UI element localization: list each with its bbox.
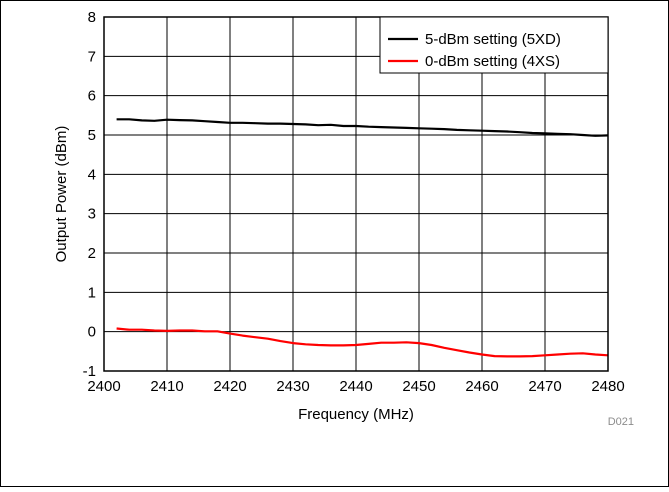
x-tick-label: 2460: [465, 378, 498, 395]
x-tick-labels: 2400 2410 2420 2430 2440 2450 2460 2470 2480: [87, 378, 624, 395]
x-tick-label: 2450: [402, 378, 435, 395]
y-axis-label: Output Power (dBm): [53, 126, 70, 263]
x-tick-label: 2410: [150, 378, 183, 395]
y-tick-label: 5: [88, 127, 96, 144]
figure-id-label: D021: [608, 416, 634, 428]
legend-entry-5dbm: 5-dBm setting (5XD): [425, 31, 561, 48]
x-tick-label: 2420: [213, 378, 246, 395]
y-tick-label: 4: [88, 166, 96, 183]
y-tick-label: 2: [88, 245, 96, 262]
x-tick-label: 2440: [339, 378, 372, 395]
series-line-0dbm: [116, 327, 609, 358]
x-tick-label: 2470: [528, 378, 561, 395]
y-tick-label: 1: [88, 284, 96, 301]
legend-box: [379, 16, 609, 74]
legend-entry-0dbm: 0-dBm setting (4XS): [425, 53, 560, 70]
series-line-5dbm: [116, 118, 609, 137]
y-tick-label: 8: [88, 9, 96, 26]
series-layer: [116, 118, 609, 358]
y-tick-label: 3: [88, 206, 96, 223]
plot-area-border: [103, 16, 609, 372]
y-tick-labels: -1 0 1 2 3 4 5 6 7 8: [83, 9, 96, 380]
legend: 5-dBm setting (5XD) 0-dBm setting (4XS): [379, 16, 609, 74]
y-tick-label: 0: [88, 324, 96, 341]
x-axis-label: Frequency (MHz): [298, 406, 414, 423]
y-tick-label: -1: [83, 363, 96, 380]
x-tick-label: 2480: [591, 378, 624, 395]
y-tick-label: 6: [88, 88, 96, 105]
x-tick-label: 2430: [276, 378, 309, 395]
y-tick-label: 7: [88, 48, 96, 65]
x-tick-label: 2400: [87, 378, 120, 395]
